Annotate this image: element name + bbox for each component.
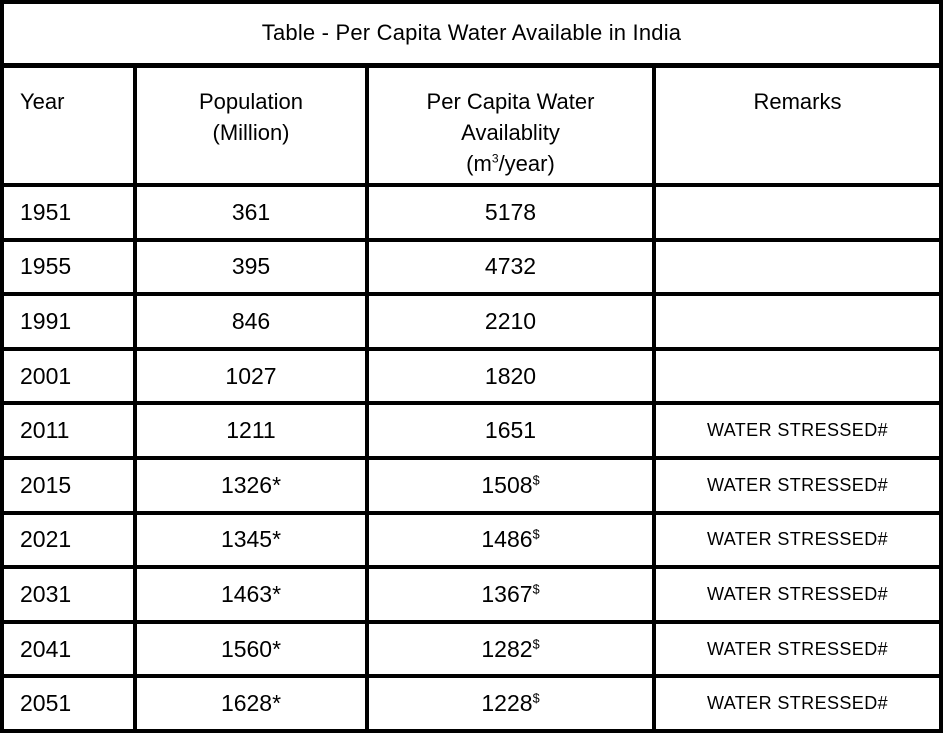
column-header-population: Population (Million) xyxy=(133,63,369,187)
table-row: 2011 1211 1651 WATER STRESSED# xyxy=(0,401,943,460)
per-capita-cell: 1282$ xyxy=(365,619,656,679)
unit-post: /year) xyxy=(498,150,555,176)
per-capita-value: 1282 xyxy=(481,635,533,662)
year-cell: 2031 xyxy=(0,565,137,624)
per-capita-header-unit: (m3/year) xyxy=(371,148,650,179)
year-cell: 1955 xyxy=(0,237,137,297)
population-cell: 1211 xyxy=(133,401,369,460)
year-cell: 2011 xyxy=(0,401,137,460)
year-cell: 2015 xyxy=(0,455,137,515)
per-capita-header-line2: Availablity xyxy=(461,119,560,145)
population-note: * xyxy=(272,580,282,607)
table-row: 2051 1628* 1228$ WATER STRESSED# xyxy=(0,674,943,733)
population-value: 395 xyxy=(231,253,271,280)
per-capita-note: $ xyxy=(532,636,540,651)
table-row: 2041 1560* 1282$ WATER STRESSED# xyxy=(0,619,943,679)
population-cell: 1027 xyxy=(133,346,369,406)
population-value: 1560 xyxy=(220,635,273,662)
population-header-line1: Population xyxy=(199,88,303,114)
per-capita-cell: 1228$ xyxy=(365,674,656,733)
table-header-row: Year Population (Million) Per Capita Wat… xyxy=(0,63,943,187)
population-cell: 1560* xyxy=(133,619,369,679)
per-capita-cell: 2210 xyxy=(365,292,656,351)
remarks-cell xyxy=(652,237,943,297)
per-capita-value: 4732 xyxy=(484,253,537,280)
per-capita-cell: 1820 xyxy=(365,346,656,406)
per-capita-value: 5178 xyxy=(484,198,537,225)
unit-superscript: 3 xyxy=(491,151,499,166)
population-cell: 1628* xyxy=(133,674,369,733)
per-capita-note: $ xyxy=(532,691,540,706)
per-capita-note: $ xyxy=(532,582,540,597)
per-capita-value: 1367 xyxy=(481,580,533,607)
per-capita-cell: 4732 xyxy=(365,237,656,297)
year-cell: 1951 xyxy=(0,183,137,242)
year-cell: 2041 xyxy=(0,619,137,679)
population-value: 361 xyxy=(231,198,271,225)
table-row: 1955 395 4732 xyxy=(0,237,943,297)
table-title: Table - Per Capita Water Available in In… xyxy=(0,0,943,68)
per-capita-cell: 1508$ xyxy=(365,455,656,515)
population-note: * xyxy=(272,526,282,553)
per-capita-value: 1486 xyxy=(481,526,533,553)
table-row: 2015 1326* 1508$ WATER STRESSED# xyxy=(0,455,943,515)
per-capita-cell: 1486$ xyxy=(365,510,656,570)
per-capita-note: $ xyxy=(532,473,540,488)
per-capita-value: 1508 xyxy=(481,471,533,498)
population-cell: 361 xyxy=(133,183,369,242)
remarks-cell: WATER STRESSED# xyxy=(652,401,943,460)
remarks-cell xyxy=(652,346,943,406)
year-cell: 1991 xyxy=(0,292,137,351)
population-cell: 1326* xyxy=(133,455,369,515)
per-capita-cell: 1367$ xyxy=(365,565,656,624)
column-header-remarks: Remarks xyxy=(652,63,943,187)
population-cell: 1345* xyxy=(133,510,369,570)
table-row: 2021 1345* 1486$ WATER STRESSED# xyxy=(0,510,943,570)
table-row: 2031 1463* 1367$ WATER STRESSED# xyxy=(0,565,943,624)
population-header-line2: (Million) xyxy=(212,119,290,145)
population-value: 1628 xyxy=(220,690,273,717)
per-capita-value: 1228 xyxy=(481,690,533,717)
remarks-cell: WATER STRESSED# xyxy=(652,455,943,515)
remarks-cell: WATER STRESSED# xyxy=(652,510,943,570)
population-value: 1027 xyxy=(225,362,277,389)
year-cell: 2021 xyxy=(0,510,137,570)
population-note: * xyxy=(272,635,282,662)
per-capita-note: $ xyxy=(532,527,540,542)
population-note: * xyxy=(272,471,282,498)
population-value: 1463 xyxy=(220,580,273,607)
per-capita-value: 1651 xyxy=(484,417,537,444)
population-cell: 846 xyxy=(133,292,369,351)
year-cell: 2051 xyxy=(0,674,137,733)
per-capita-cell: 5178 xyxy=(365,183,656,242)
population-value: 1326 xyxy=(220,471,273,498)
remarks-cell: WATER STRESSED# xyxy=(652,619,943,679)
population-value: 846 xyxy=(231,307,271,334)
population-note: * xyxy=(272,690,282,717)
population-value: 1345 xyxy=(220,526,273,553)
table-title-row: Table - Per Capita Water Available in In… xyxy=(0,0,943,68)
table-row: 1951 361 5178 xyxy=(0,183,943,242)
remarks-cell xyxy=(652,292,943,351)
table-row: 2001 1027 1820 xyxy=(0,346,943,406)
remarks-cell xyxy=(652,183,943,242)
population-cell: 395 xyxy=(133,237,369,297)
unit-pre: (m xyxy=(466,150,492,176)
per-capita-cell: 1651 xyxy=(365,401,656,460)
column-header-year: Year xyxy=(0,63,137,187)
year-cell: 2001 xyxy=(0,346,137,406)
per-capita-value: 1820 xyxy=(484,362,537,389)
population-value: 1211 xyxy=(226,417,276,444)
per-capita-value: 2210 xyxy=(484,307,537,334)
remarks-cell: WATER STRESSED# xyxy=(652,674,943,733)
column-header-per-capita: Per Capita Water Availablity (m3/year) xyxy=(365,63,656,187)
population-cell: 1463* xyxy=(133,565,369,624)
per-capita-header-line1: Per Capita Water xyxy=(426,88,595,114)
remarks-cell: WATER STRESSED# xyxy=(652,565,943,624)
table-row: 1991 846 2210 xyxy=(0,292,943,351)
